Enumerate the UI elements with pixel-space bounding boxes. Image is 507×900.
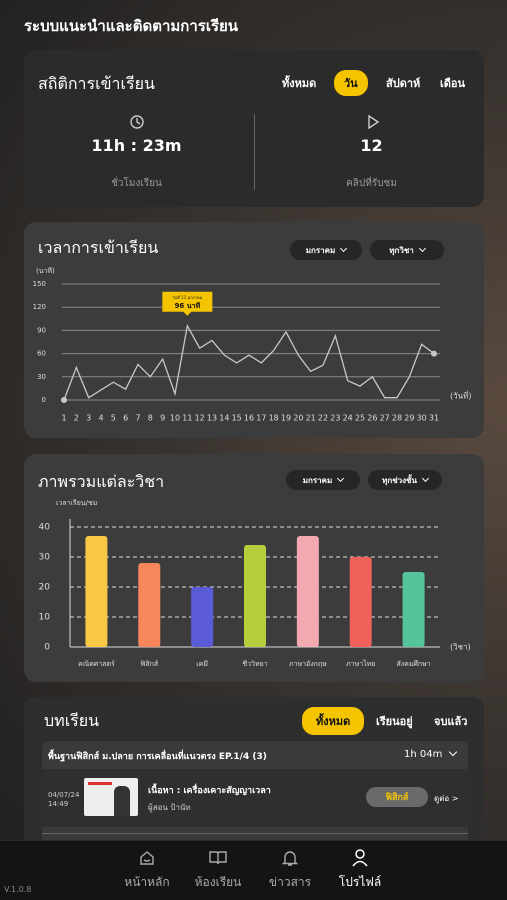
stat-label: ชั่วโมงเรียน [111, 178, 162, 189]
thumbnail[interactable] [84, 778, 138, 816]
clock-icon [130, 115, 144, 129]
card-title: บทเรียน [44, 711, 100, 730]
dropdown[interactable]: มกราคม [286, 470, 360, 490]
lesson-group: พื้นฐานฟิสิกส์ ม.ปลาย การเคลื่อนที่แนวตร… [42, 741, 468, 851]
home-icon [140, 851, 154, 865]
nav-item[interactable]: โปรไฟล์ [338, 875, 382, 889]
profile-icon [352, 849, 368, 867]
lesson-row: 04/07/24 14:49 เนื้อหา : เครื่องเคาะสัญญ… [42, 769, 468, 827]
group-title[interactable]: พื้นฐานฟิสิกส์ ม.ปลาย การเคลื่อนที่แนวตร… [48, 752, 267, 762]
stat-value: 12 [360, 136, 383, 155]
dropdown[interactable]: มกราคม [290, 240, 362, 260]
version: V.1.0.8 [4, 885, 32, 894]
lesson-date: 04/07/24 [48, 791, 80, 799]
nav-item[interactable]: หน้าหลัก [124, 875, 170, 889]
dropdown[interactable]: ทุกช่วงชั้น [368, 470, 442, 490]
lesson-time: 14:49 [48, 800, 69, 808]
play-icon [368, 114, 380, 130]
stat-value: 11h : 23m [91, 136, 182, 155]
tab[interactable]: เรียนอยู่ [376, 715, 413, 728]
divider [254, 114, 255, 190]
card-title: ภาพรวมแต่ละวิชา [38, 472, 165, 491]
card-title: เวลาการเข้าเรียน [38, 238, 159, 257]
tab[interactable]: ทั้งหมด [282, 77, 317, 90]
line-card: เวลาการเข้าเรียน มกราคม ทุกวิชา [24, 222, 484, 438]
lessons-card: บทเรียน ทั้งหมด เรียนอยู่ จบแล้ว พื้นฐาน… [24, 697, 484, 857]
nav-item[interactable]: ห้องเรียน [194, 875, 242, 889]
tab[interactable]: เดือน [440, 77, 466, 90]
tab[interactable]: วัน [334, 70, 368, 96]
bottom-nav: หน้าหลัก ห้องเรียน ข่าวสาร โปรไฟล์ V.1.0… [0, 840, 507, 900]
group-duration: 1h 04m [404, 749, 443, 760]
stats-card: สถิติการเข้าเรียน ทั้งหมด วัน สัปดาห์ เด… [24, 50, 484, 207]
continue-link[interactable]: ดูต่อ > [434, 794, 459, 803]
bar-card: ภาพรวมแต่ละวิชา มกราคม ทุกช่วงชั้น [24, 454, 484, 682]
tab[interactable]: สัปดาห์ [386, 77, 421, 90]
bell-icon [281, 851, 299, 866]
tab[interactable]: ทั้งหมด [302, 707, 365, 735]
stat-label: คลิปที่รับชม [346, 178, 397, 189]
app-title: ระบบแนะนำและติดตามการเรียน [24, 17, 239, 35]
subject-tag: ฟิสิกส์ [366, 787, 428, 807]
nav-item[interactable]: ข่าวสาร [268, 875, 312, 889]
tab[interactable]: จบแล้ว [434, 715, 468, 728]
lesson-title[interactable]: เนื้อหา : เครื่องเคาะสัญญาเวลา [148, 786, 271, 796]
divider [42, 833, 468, 834]
lesson-teacher: ผู้สอน ป้านัท [148, 803, 191, 812]
book-icon [209, 851, 227, 865]
chevron[interactable] [448, 747, 458, 757]
card-title: สถิติการเข้าเรียน [38, 74, 155, 93]
dropdown[interactable]: ทุกวิชา [370, 240, 444, 260]
